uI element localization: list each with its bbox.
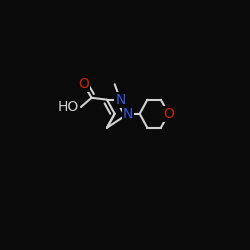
Text: O: O [78,77,89,91]
Text: HO: HO [58,100,79,114]
Text: N: N [115,93,126,107]
Text: N: N [123,107,133,121]
Text: O: O [163,107,174,121]
